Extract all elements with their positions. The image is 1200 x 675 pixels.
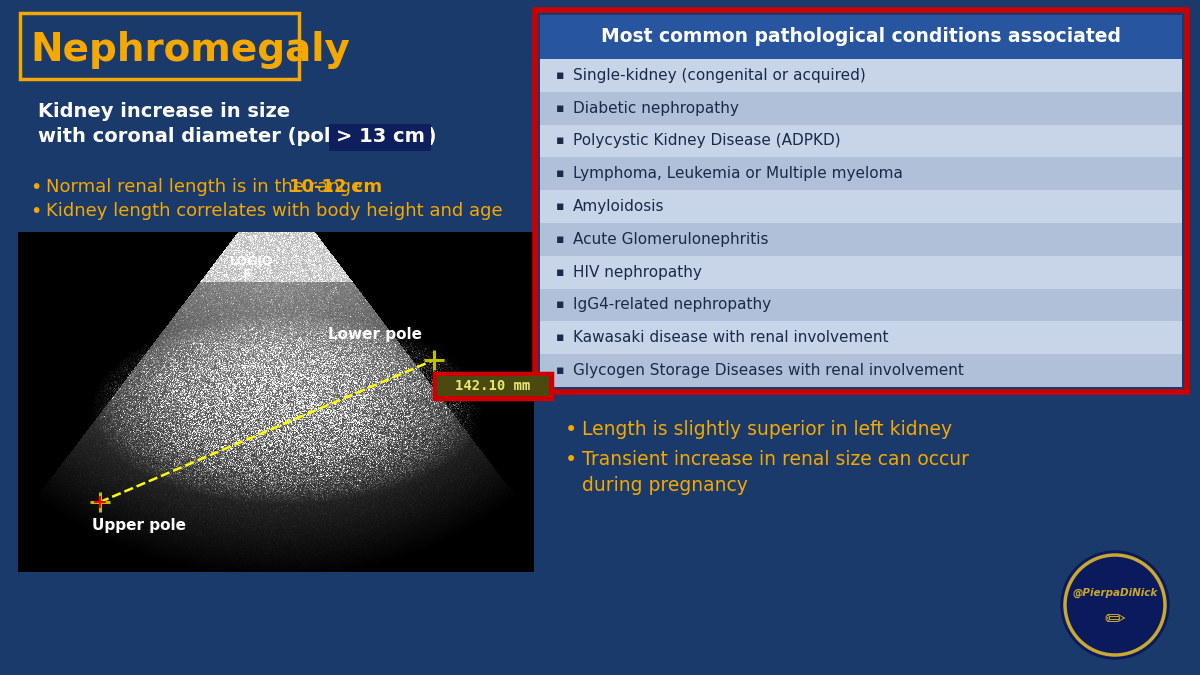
Bar	[540, 157, 1182, 190]
Bar	[540, 15, 1182, 59]
FancyBboxPatch shape	[329, 124, 431, 151]
Text: ▪: ▪	[556, 102, 564, 115]
Text: @PierpaDiNick: @PierpaDiNick	[1073, 588, 1158, 598]
Text: Upper pole: Upper pole	[92, 518, 186, 533]
Bar	[540, 289, 1182, 321]
Bar	[535, 10, 1187, 392]
Text: 142.10 mm: 142.10 mm	[455, 379, 530, 393]
Bar	[540, 256, 1182, 289]
Text: •: •	[30, 202, 41, 221]
Text: Diabetic nephropathy: Diabetic nephropathy	[574, 101, 739, 115]
Text: HIV nephropathy: HIV nephropathy	[574, 265, 702, 279]
Text: Lymphoma, Leukemia or Multiple myeloma: Lymphoma, Leukemia or Multiple myeloma	[574, 166, 902, 182]
Text: LOGIQ: LOGIQ	[230, 255, 274, 268]
Text: > 13 cm: > 13 cm	[336, 128, 425, 146]
Text: •: •	[30, 178, 41, 197]
Text: Normal renal length is in the range: Normal renal length is in the range	[46, 178, 368, 196]
Bar	[540, 321, 1182, 354]
FancyBboxPatch shape	[434, 373, 552, 399]
Text: Transient increase in renal size can occur: Transient increase in renal size can occ…	[582, 450, 970, 469]
Bar	[540, 190, 1182, 223]
Text: Single-kidney (congenital or acquired): Single-kidney (congenital or acquired)	[574, 68, 865, 83]
Text: ▪: ▪	[556, 167, 564, 180]
Text: F: F	[242, 268, 252, 281]
Text: Acute Glomerulonephritis: Acute Glomerulonephritis	[574, 232, 768, 247]
Text: Most common pathological conditions associated: Most common pathological conditions asso…	[601, 28, 1121, 47]
Text: ▪: ▪	[556, 331, 564, 344]
Bar	[540, 59, 1182, 92]
Bar	[540, 92, 1182, 125]
FancyBboxPatch shape	[437, 376, 550, 396]
Text: •: •	[565, 420, 577, 440]
Text: Kawasaki disease with renal involvement: Kawasaki disease with renal involvement	[574, 330, 888, 346]
Text: ✏: ✏	[1104, 608, 1126, 632]
Bar	[18, 232, 534, 572]
Text: Length is slightly superior in left kidney: Length is slightly superior in left kidn…	[582, 420, 952, 439]
Circle shape	[1061, 551, 1169, 659]
Text: Glycogen Storage Diseases with renal involvement: Glycogen Storage Diseases with renal inv…	[574, 363, 964, 378]
Bar	[540, 223, 1182, 256]
Text: Kidney length correlates with body height and age: Kidney length correlates with body heigh…	[46, 202, 503, 220]
Text: 10-12 cm: 10-12 cm	[289, 178, 382, 196]
Text: Polycystic Kidney Disease (ADPKD): Polycystic Kidney Disease (ADPKD)	[574, 134, 841, 148]
Bar	[540, 125, 1182, 157]
Text: Kidney increase in size: Kidney increase in size	[38, 102, 290, 121]
Text: •: •	[565, 450, 577, 470]
Text: ▪: ▪	[556, 200, 564, 213]
Text: with coronal diameter (pole to pole): with coronal diameter (pole to pole)	[38, 127, 443, 146]
Text: ▪: ▪	[556, 134, 564, 148]
Bar	[540, 354, 1182, 387]
Text: Lower pole: Lower pole	[328, 327, 422, 342]
Text: during pregnancy: during pregnancy	[582, 476, 748, 495]
Text: Amyloidosis: Amyloidosis	[574, 199, 665, 214]
Text: ▪: ▪	[556, 69, 564, 82]
FancyBboxPatch shape	[20, 13, 299, 79]
Text: ▪: ▪	[556, 364, 564, 377]
Text: Nephromegaly: Nephromegaly	[30, 31, 350, 69]
Text: ▪: ▪	[556, 298, 564, 311]
Text: IgG4-related nephropathy: IgG4-related nephropathy	[574, 298, 772, 313]
Text: ▪: ▪	[556, 233, 564, 246]
Text: ▪: ▪	[556, 266, 564, 279]
